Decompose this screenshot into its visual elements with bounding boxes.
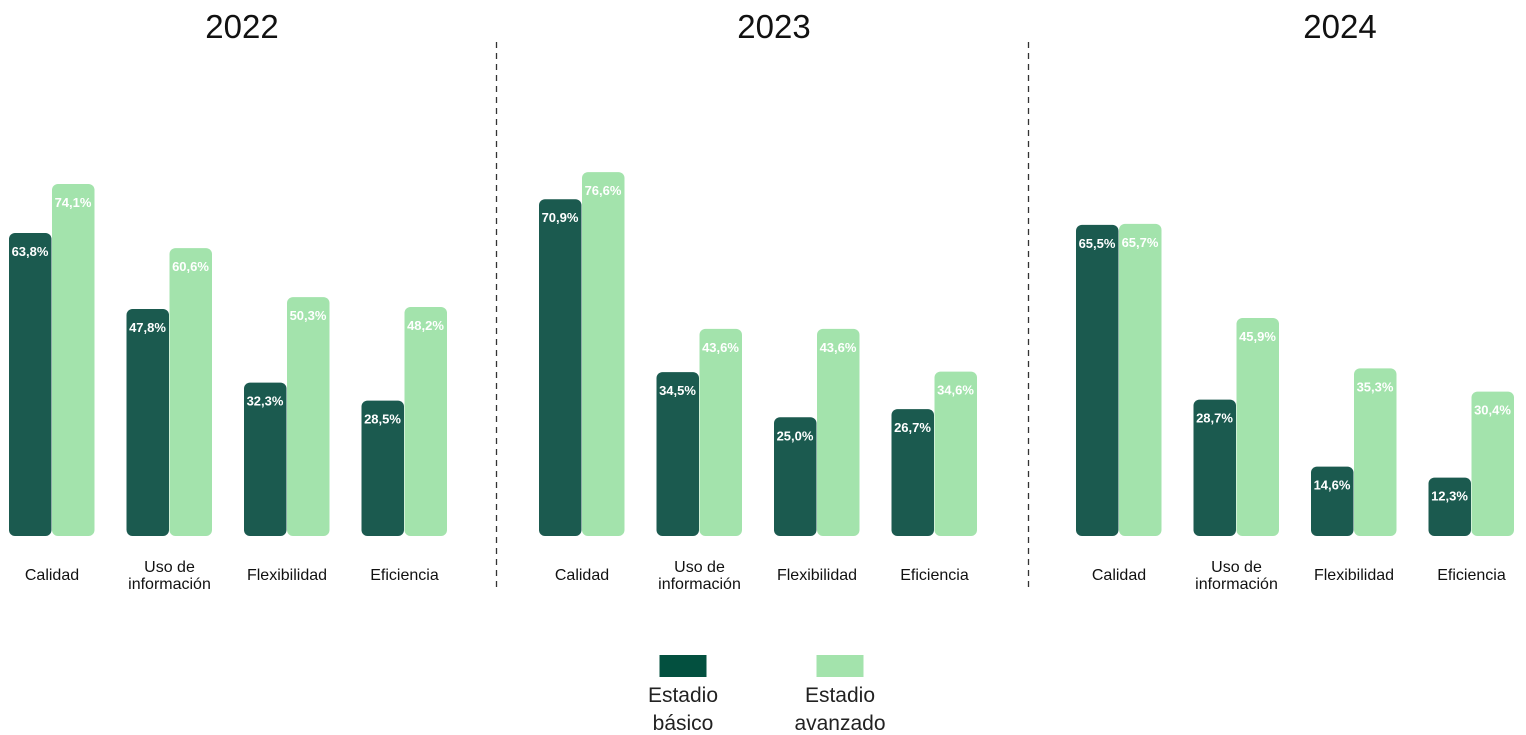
bar-basic-calidad-2023 — [539, 199, 582, 536]
bar-advanced-uso-de-informacion-2023 — [699, 328, 742, 536]
bar-advanced-uso-de-informacion-2024 — [1236, 317, 1279, 536]
panel-2023: 2023 70,9% 76,6% Calidad 34,5% 43,6% Uso de inf… — [539, 8, 977, 593]
bar-basic-flexibilidad-2024 — [1311, 466, 1354, 536]
bar-label-advanced-uso-de-informacion-2022: 60,6% — [172, 259, 209, 274]
bar-advanced-eficiencia-2022 — [404, 307, 447, 536]
bar-basic-flexibilidad-2023 — [774, 417, 817, 536]
legend-item-advanced: Estadio avanzado — [794, 655, 886, 735]
bar-advanced-calidad-2023 — [582, 172, 625, 536]
bar-basic-calidad-2024 — [1076, 224, 1119, 536]
bar-label-basic-calidad-2023: 70,9% — [542, 210, 579, 225]
bar-basic-uso-de-informacion-2024 — [1193, 399, 1236, 536]
bar-basic-eficiencia-2023 — [891, 409, 934, 536]
bar-advanced-flexibilidad-2024 — [1354, 368, 1397, 536]
category-label-calidad-2023: Calidad — [555, 567, 609, 584]
bar-label-basic-uso-de-informacion-2024: 28,7% — [1196, 411, 1233, 426]
bar-label-advanced-eficiencia-2022: 48,2% — [407, 318, 444, 333]
legend-label-basic-line-1: Estadio — [648, 684, 718, 707]
bar-advanced-flexibilidad-2023 — [817, 328, 860, 536]
bar-label-advanced-uso-de-informacion-2023: 43,6% — [702, 340, 739, 355]
bar-label-basic-calidad-2024: 65,5% — [1079, 236, 1116, 251]
bar-label-advanced-flexibilidad-2024: 35,3% — [1357, 379, 1394, 394]
bar-label-basic-eficiencia-2023: 26,7% — [894, 420, 931, 435]
legend-label-basic-line-2: básico — [653, 712, 714, 735]
year-title-2024: 2024 — [1303, 8, 1376, 45]
panel-2024: 2024 65,5% 65,7% Calidad 28,7% 45,9% Uso de inf… — [1076, 8, 1514, 593]
bar-advanced-eficiencia-2024 — [1471, 391, 1514, 536]
bar-label-basic-flexibilidad-2023: 25,0% — [777, 428, 814, 443]
bar-label-advanced-eficiencia-2023: 34,6% — [937, 383, 974, 398]
bar-label-basic-calidad-2022: 63,8% — [12, 244, 49, 259]
bar-label-advanced-flexibilidad-2022: 50,3% — [290, 308, 327, 323]
bar-basic-eficiencia-2024 — [1428, 477, 1471, 536]
bar-label-basic-uso-de-informacion-2022: 47,8% — [129, 320, 166, 335]
bar-advanced-calidad-2024 — [1119, 223, 1162, 537]
bar-label-basic-flexibilidad-2024: 14,6% — [1314, 478, 1351, 493]
bar-basic-uso-de-informacion-2022 — [126, 308, 169, 536]
legend-swatch-basic — [659, 655, 707, 677]
bar-advanced-uso-de-informacion-2022 — [169, 248, 212, 536]
bar-advanced-calidad-2022 — [52, 184, 95, 536]
category-label-flexibilidad-2023: Flexibilidad — [777, 567, 857, 584]
bar-advanced-flexibilidad-2022 — [287, 297, 330, 536]
category-label-flexibilidad-2024: Flexibilidad — [1314, 567, 1394, 584]
category-label-eficiencia-2022: Eficiencia — [370, 567, 439, 584]
bar-label-basic-eficiencia-2022: 28,5% — [364, 412, 401, 427]
bar-label-advanced-calidad-2023: 76,6% — [585, 183, 622, 198]
bar-label-advanced-flexibilidad-2023: 43,6% — [820, 340, 857, 355]
bar-basic-uso-de-informacion-2023 — [656, 372, 699, 536]
legend-label-advanced-line-2: avanzado — [794, 712, 885, 735]
category-label-eficiencia-2024: Eficiencia — [1437, 567, 1506, 584]
bar-label-advanced-eficiencia-2024: 30,4% — [1474, 403, 1511, 418]
category-label-uso-de-informacion-2022: Uso de información — [128, 559, 211, 593]
bar-basic-eficiencia-2022 — [361, 400, 404, 536]
bar-label-basic-uso-de-informacion-2023: 34,5% — [659, 383, 696, 398]
bar-label-advanced-uso-de-informacion-2024: 45,9% — [1239, 329, 1276, 344]
legend-item-basic: Estadio básico — [648, 655, 718, 735]
legend-swatch-advanced — [816, 655, 864, 677]
year-title-2023: 2023 — [737, 8, 810, 45]
category-label-calidad-2022: Calidad — [25, 567, 79, 584]
category-label-eficiencia-2023: Eficiencia — [900, 567, 969, 584]
bar-basic-calidad-2022 — [9, 232, 52, 536]
bar-basic-flexibilidad-2022 — [244, 382, 287, 536]
category-label-uso-de-informacion-2023: Uso de información — [658, 559, 741, 593]
category-label-flexibilidad-2022: Flexibilidad — [247, 567, 327, 584]
bar-label-advanced-calidad-2022: 74,1% — [55, 195, 92, 210]
legend-label-advanced-line-1: Estadio — [805, 684, 875, 707]
bar-label-basic-flexibilidad-2022: 32,3% — [247, 394, 284, 409]
category-label-calidad-2024: Calidad — [1092, 567, 1146, 584]
bar-label-advanced-calidad-2024: 65,7% — [1122, 235, 1159, 250]
category-label-uso-de-informacion-2024: Uso de información — [1195, 559, 1278, 593]
bar-label-basic-eficiencia-2024: 12,3% — [1431, 489, 1468, 504]
panel-2022: 2022 63,8% 74,1% Calidad 47,8% 60,6% Uso de inf… — [9, 8, 447, 593]
bar-advanced-eficiencia-2023 — [934, 371, 977, 536]
year-title-2022: 2022 — [205, 8, 278, 45]
